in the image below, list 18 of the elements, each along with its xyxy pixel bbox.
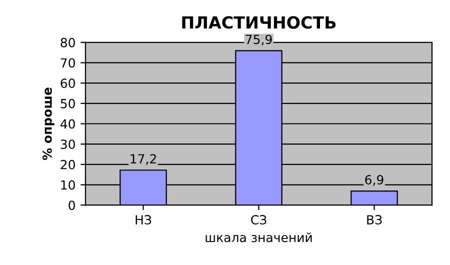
data-label: 6,9	[365, 175, 384, 186]
data-label: 17,2	[130, 154, 156, 165]
y-axis-title: % опроше	[42, 88, 54, 160]
y-tick-label: 60	[60, 78, 75, 88]
x-tick-label: ВЗ	[367, 215, 382, 225]
y-tick-label: 40	[60, 119, 75, 129]
y-tick-label: 30	[60, 140, 75, 150]
y-tick-label: 80	[60, 38, 75, 48]
y-tick-label: 10	[61, 180, 75, 190]
y-tick-label: 20	[60, 160, 75, 170]
y-tick-label: 0	[68, 200, 75, 210]
y-tick-label: 70	[60, 58, 75, 68]
x-tick-label: НЗ	[136, 215, 152, 225]
y-tick-label: 50	[60, 98, 75, 108]
data-label: 75,9	[246, 34, 272, 46]
chart-title: ПЛАСТИЧНОСТЬ	[182, 16, 336, 29]
x-axis-title: шкала значений	[206, 232, 312, 242]
x-tick-label: СЗ	[251, 215, 266, 225]
